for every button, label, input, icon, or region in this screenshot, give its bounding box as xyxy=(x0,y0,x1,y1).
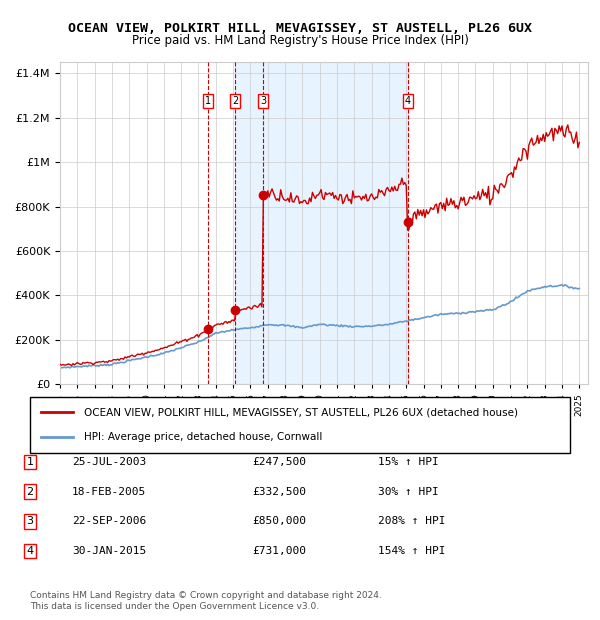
Text: 208% ↑ HPI: 208% ↑ HPI xyxy=(378,516,445,526)
Text: 25-JUL-2003: 25-JUL-2003 xyxy=(72,457,146,467)
Text: 2: 2 xyxy=(26,487,34,497)
Text: £332,500: £332,500 xyxy=(252,487,306,497)
Text: 18-FEB-2005: 18-FEB-2005 xyxy=(72,487,146,497)
Text: 1: 1 xyxy=(26,457,34,467)
Text: 3: 3 xyxy=(26,516,34,526)
Text: 30% ↑ HPI: 30% ↑ HPI xyxy=(378,487,439,497)
Text: 1: 1 xyxy=(205,95,211,105)
Text: £850,000: £850,000 xyxy=(252,516,306,526)
Text: Contains HM Land Registry data © Crown copyright and database right 2024.
This d: Contains HM Land Registry data © Crown c… xyxy=(30,591,382,611)
Text: £247,500: £247,500 xyxy=(252,457,306,467)
Text: 2: 2 xyxy=(232,95,238,105)
Text: 4: 4 xyxy=(26,546,34,556)
Text: 154% ↑ HPI: 154% ↑ HPI xyxy=(378,546,445,556)
Text: HPI: Average price, detached house, Cornwall: HPI: Average price, detached house, Corn… xyxy=(84,432,322,442)
Text: £731,000: £731,000 xyxy=(252,546,306,556)
Text: 15% ↑ HPI: 15% ↑ HPI xyxy=(378,457,439,467)
Text: 22-SEP-2006: 22-SEP-2006 xyxy=(72,516,146,526)
Bar xyxy=(235,62,407,384)
FancyBboxPatch shape xyxy=(30,397,570,453)
Text: OCEAN VIEW, POLKIRT HILL, MEVAGISSEY, ST AUSTELL, PL26 6UX (detached house): OCEAN VIEW, POLKIRT HILL, MEVAGISSEY, ST… xyxy=(84,407,518,417)
Text: 30-JAN-2015: 30-JAN-2015 xyxy=(72,546,146,556)
Text: 3: 3 xyxy=(260,95,266,105)
Text: 4: 4 xyxy=(404,95,410,105)
Text: Price paid vs. HM Land Registry's House Price Index (HPI): Price paid vs. HM Land Registry's House … xyxy=(131,34,469,47)
Text: OCEAN VIEW, POLKIRT HILL, MEVAGISSEY, ST AUSTELL, PL26 6UX: OCEAN VIEW, POLKIRT HILL, MEVAGISSEY, ST… xyxy=(68,22,532,35)
